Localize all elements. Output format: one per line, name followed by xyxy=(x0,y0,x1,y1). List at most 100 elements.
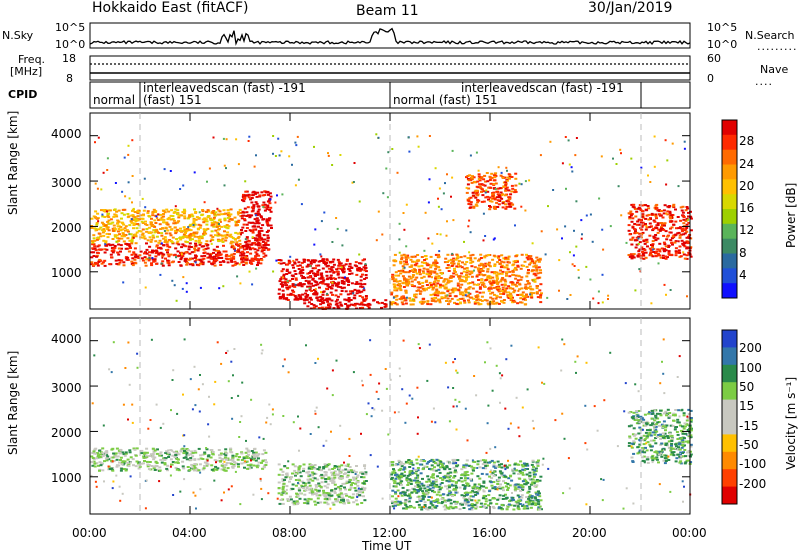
power-cell xyxy=(390,293,393,296)
power-cell xyxy=(520,301,524,304)
power-cell xyxy=(258,239,262,242)
power-cell xyxy=(627,212,631,215)
velocity-cell xyxy=(300,484,304,487)
velocity-cell xyxy=(99,453,102,456)
velocity-cell xyxy=(318,485,322,487)
power-cell xyxy=(97,228,101,231)
velocity-cell xyxy=(437,485,441,488)
power-cell xyxy=(477,173,481,176)
power-cell xyxy=(193,235,197,238)
power-cell xyxy=(96,262,99,265)
power-cell xyxy=(411,285,415,287)
power-cell xyxy=(502,293,506,295)
velocity-cell xyxy=(419,463,423,466)
power-cell xyxy=(229,242,233,245)
velocity-cell xyxy=(521,488,524,491)
velocity-cell xyxy=(345,481,349,484)
power-cell xyxy=(481,270,485,272)
power-speckle xyxy=(280,150,283,153)
power-cell xyxy=(484,265,487,268)
velocity-cell xyxy=(326,478,330,480)
power-cell xyxy=(188,236,192,239)
power-cell xyxy=(514,177,518,180)
nsky-trace xyxy=(89,27,691,46)
velocity-cell xyxy=(357,488,361,491)
power-cell xyxy=(329,291,333,294)
velocity-cell xyxy=(481,459,485,462)
velocity-cell xyxy=(409,460,413,463)
power-cell xyxy=(103,251,107,254)
power-speckle xyxy=(160,242,163,245)
power-cell xyxy=(685,254,689,257)
power-cell xyxy=(497,285,501,288)
power-cell xyxy=(262,248,266,251)
power-cell xyxy=(513,300,517,303)
velocity-cell xyxy=(143,460,146,462)
velocity-cell xyxy=(118,461,121,464)
power-speckle xyxy=(251,236,254,239)
power-cell xyxy=(364,298,368,301)
power-cell xyxy=(285,268,289,271)
power-cell xyxy=(509,295,513,297)
power-cell xyxy=(512,274,516,276)
power-speckle xyxy=(276,194,278,197)
power-speckle xyxy=(167,248,170,251)
power-cell xyxy=(101,215,105,218)
power-cell xyxy=(474,203,478,206)
velocity-cell xyxy=(213,459,217,462)
power-cell xyxy=(643,249,647,252)
power-cell xyxy=(317,299,321,302)
power-cell xyxy=(162,221,166,224)
power-cell xyxy=(167,210,171,213)
power-cell xyxy=(393,284,397,287)
power-cell xyxy=(226,231,230,234)
velocity-cell xyxy=(356,484,360,487)
power-cell xyxy=(424,255,428,257)
power-cell xyxy=(399,289,403,292)
velocity-cell xyxy=(352,469,356,472)
power-cell xyxy=(513,189,517,191)
power-cell xyxy=(527,269,530,271)
power-cell xyxy=(214,211,218,214)
power-cell xyxy=(184,245,188,248)
velocity-cell xyxy=(110,448,114,451)
velocity-cell xyxy=(470,507,474,510)
power-cell xyxy=(450,297,454,300)
velocity-cell xyxy=(281,485,285,488)
velocity-cell xyxy=(330,471,334,474)
power-cell xyxy=(684,209,688,212)
power-cell xyxy=(154,255,158,258)
power-cell xyxy=(659,222,663,225)
power-cell xyxy=(668,254,672,256)
velocity-cell xyxy=(142,455,146,458)
power-speckle xyxy=(445,234,448,237)
power-cell xyxy=(180,214,183,217)
power-cell xyxy=(262,255,266,258)
power-cell xyxy=(420,302,424,305)
freq-tick-top: 18 xyxy=(62,52,76,65)
power-cell xyxy=(366,305,370,307)
velocity-cell xyxy=(399,461,403,464)
power-cell xyxy=(340,265,344,268)
power-cell xyxy=(90,256,94,259)
power-cell xyxy=(329,287,333,290)
velocity-cell xyxy=(308,463,312,466)
velocity-cell xyxy=(432,480,435,483)
power-cell xyxy=(140,217,144,220)
power-cell xyxy=(491,258,495,261)
power-cell xyxy=(292,290,296,293)
power-cell xyxy=(655,250,659,253)
velocity-cell xyxy=(421,495,425,497)
power-speckle xyxy=(274,155,277,157)
velocity-cell xyxy=(257,457,260,460)
power-cell xyxy=(243,196,247,199)
power-cell xyxy=(97,244,101,247)
power-cell xyxy=(144,223,147,226)
velocity-cell xyxy=(97,454,100,457)
power-cell xyxy=(148,245,152,248)
velocity-cell xyxy=(218,456,222,459)
power-cell xyxy=(297,294,301,297)
power-cell xyxy=(397,270,401,272)
power-cell xyxy=(269,206,273,209)
velocity-cell xyxy=(524,483,528,486)
